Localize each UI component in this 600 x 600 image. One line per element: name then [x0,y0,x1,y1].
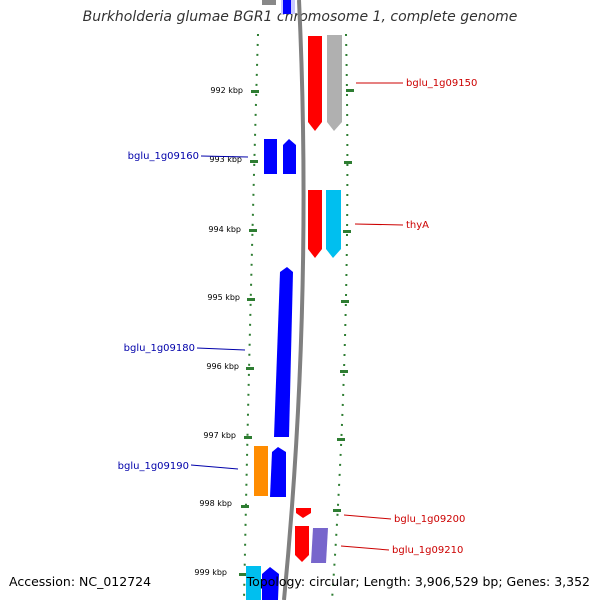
inner-ticks [239,90,259,576]
ruler-ring-inner [243,33,259,600]
gene-bglu_1g09190[interactable] [270,447,286,497]
leader-bglu_1g09160 [200,155,249,158]
gene-label[interactable]: bglu_1g09160 [128,151,199,162]
scale-tick-label: 999 kbp [194,568,227,577]
gene-bglu_1g09150[interactable] [308,36,322,131]
chromosome-backbone [282,0,306,600]
scale-tick-label: 996 kbp [206,362,239,371]
feature-cyan-thyA[interactable] [326,190,341,258]
scale-tick-label: 994 kbp [208,225,241,234]
gene-bglu_1g09200[interactable] [296,508,311,518]
outer-ticks [333,89,354,512]
gene-label[interactable]: bglu_1g09200 [394,514,465,525]
gene-label[interactable]: bglu_1g09180 [124,343,195,354]
scale-tick-label: 998 kbp [199,499,232,508]
gene-label[interactable]: bglu_1g09210 [392,545,463,556]
feature-bottom-blue[interactable] [262,567,279,600]
accession-text: Accession: NC_012724 [9,574,152,589]
leader-bglu_1g09190 [190,464,239,470]
feature-bottom-cyan[interactable] [246,566,261,600]
scale-tick-label: 992 kbp [210,86,243,95]
gene-bglu_1g09210[interactable] [295,526,309,562]
gene-bglu_1g09160-b[interactable] [283,139,296,174]
feature-top-grey [262,0,276,5]
gene-label[interactable]: bglu_1g09190 [118,461,189,472]
gene-bglu_1g09160[interactable] [264,139,277,174]
scale-tick-label: 997 kbp [203,431,236,440]
scale-tick-label: 993 kbp [209,155,242,164]
feature-orange-bglu_1g09190[interactable] [254,446,268,496]
gene-bglu_1g09180[interactable] [274,267,293,437]
gene-thyA[interactable] [308,190,322,258]
feature-violet-bglu_1g09210[interactable] [311,528,328,563]
leader-bglu_1g09180 [196,347,246,351]
feature-top-blue [283,0,291,14]
gene-label[interactable]: thyA [406,220,429,231]
leader-thyA [354,223,404,226]
scale-tick-label: 995 kbp [207,293,240,302]
topology-text: Topology: circular; Length: 3,906,529 bp… [246,574,590,589]
leader-bglu_1g09200 [343,514,392,520]
feature-grey-bglu_1g09150[interactable] [327,35,342,131]
gene-label[interactable]: bglu_1g09150 [406,78,477,89]
leader-bglu_1g09210 [340,545,390,551]
